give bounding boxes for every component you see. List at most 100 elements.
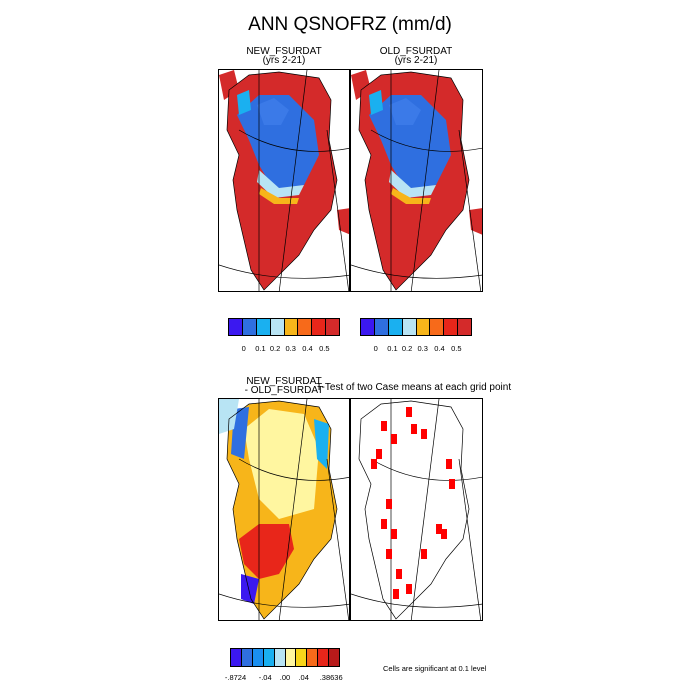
panel-2-title: OLD_FSURDAT (yrs 2-21): [346, 46, 486, 66]
significant-cell: [381, 421, 387, 431]
colorbar-top-2-tick-label: 0.5: [451, 344, 462, 353]
margin-lightblue: [389, 170, 436, 198]
colorbar-top-2-ticks: 0 0.1 0.2 0.3 0.4 0.5: [360, 344, 472, 354]
canada-lightblue: [219, 399, 239, 434]
colorbar-diff-swatch-2: [252, 649, 264, 666]
latitude-line: [219, 593, 349, 608]
colorbar-top-1-swatch-4: [284, 319, 299, 335]
colorbar-top-2-swatch-6: [444, 319, 459, 335]
significant-cell: [411, 424, 417, 434]
coast-cyan: [369, 90, 383, 115]
colorbar-diff-tick-label: -.04: [258, 673, 272, 682]
margin-orange: [259, 188, 299, 204]
colorbar-top-1-swatch-5: [298, 319, 313, 335]
figure-title: ANN QSNOFRZ (mm/d): [248, 14, 452, 35]
greenland-outline: [226, 400, 338, 620]
canada-red: [351, 70, 371, 100]
colorbar-top-1: [228, 318, 340, 336]
longitude-line: [410, 70, 440, 291]
colorbar-diff-swatch-0: [231, 649, 242, 666]
colorbar-top-1-swatch-3: [270, 319, 285, 335]
colorbar-top-2-tick-label: 0.2: [401, 344, 413, 353]
significant-cell: [396, 569, 402, 579]
significant-cell: [371, 459, 377, 469]
colorbar-top-1-swatch-7: [326, 319, 339, 335]
panel-3-title-main: NEW_FSURDAT: [246, 376, 322, 387]
interior-blue-field: [369, 95, 451, 190]
significant-cell: [386, 499, 392, 509]
colorbar-diff-tick-label: .00: [279, 673, 291, 682]
colorbar-top-1-swatch-6: [312, 319, 327, 335]
colorbar-diff-tick-label: .04: [298, 673, 309, 682]
map-panel-ttest: [350, 398, 483, 621]
colorbar-top-1-swatch-2: [256, 319, 271, 335]
greenland-outline: [226, 71, 338, 291]
colorbar-diff-swatch-6: [296, 649, 308, 666]
panel-4-title: T-Test of two Case means at each grid po…: [316, 382, 512, 393]
interior-blue-core: [389, 98, 421, 125]
colorbar-top-2-swatch-3: [402, 319, 417, 335]
longitude-line: [326, 129, 349, 291]
colorbar-top-2-tick-label: 0.1: [387, 344, 398, 353]
colorbar-top-1-tick-label: 0.5: [319, 344, 330, 353]
significant-cell: [449, 479, 455, 489]
longitude-line: [326, 458, 349, 620]
colorbar-top-2-swatch-1: [374, 319, 389, 335]
significant-cell: [381, 519, 387, 529]
greenland-outline: [358, 400, 470, 620]
colorbar-diff-tick-label: -.8724: [224, 673, 247, 682]
significant-cell: [393, 589, 399, 599]
map-ttest-svg: [351, 399, 482, 620]
colorbar-diff: [230, 648, 340, 667]
significant-cell: [376, 449, 382, 459]
colorbar-diff-swatch-1: [241, 649, 253, 666]
colorbar-top-1-swatch-0: [229, 319, 243, 335]
iceland-red: [337, 208, 349, 235]
map-panel-old: [350, 69, 483, 292]
panel-2-title-sub: (yrs 2-21): [394, 55, 438, 66]
latitude-line: [370, 458, 482, 481]
latitude-line: [370, 129, 482, 152]
panel-3-title-sub: - OLD_FSURDAT: [244, 385, 324, 396]
margin-orange: [391, 188, 431, 204]
latitude-line: [238, 129, 349, 152]
interior-blue-field: [237, 95, 319, 190]
map-panel-diff: [218, 398, 350, 621]
significant-cell: [421, 429, 427, 439]
map-old-svg: [351, 70, 482, 291]
colorbar-top-2-swatch-0: [361, 319, 375, 335]
significant-cell: [391, 434, 397, 444]
interior-blue-core: [257, 98, 289, 125]
interior-yellow-field: [244, 409, 319, 519]
panel-1-title-main: NEW_FSURDAT: [246, 46, 322, 57]
panel-2-title-main: OLD_FSURDAT: [379, 46, 453, 57]
colorbar-diff-swatch-4: [274, 649, 286, 666]
colorbar-diff-swatch-8: [318, 649, 330, 666]
longitude-line: [410, 399, 440, 620]
east-cyan: [314, 419, 329, 469]
significant-cell: [391, 529, 397, 539]
colorbar-top-1-tick-label: 0: [241, 344, 246, 353]
longitude-line: [458, 129, 482, 291]
colorbar-top-2-swatch-7: [458, 319, 471, 335]
latitude-line: [219, 264, 349, 279]
panel-1-title: NEW_FSURDAT (yrs 2-21): [214, 46, 354, 66]
south-red: [239, 524, 294, 579]
colorbar-top-2-tick-label: 0.3: [417, 344, 428, 353]
significant-cell: [446, 459, 452, 469]
map-panel-new: [218, 69, 350, 292]
greenland-outline: [358, 71, 470, 291]
colorbar-diff-swatch-9: [329, 649, 340, 666]
colorbar-diff-ticks: -.8724 -.04 .00 .04 .38636: [225, 673, 343, 683]
south-blue: [241, 574, 259, 604]
colorbar-top-1-tick-label: 0.1: [255, 344, 266, 353]
latitude-line: [351, 593, 482, 608]
colorbar-diff-swatch-7: [307, 649, 319, 666]
panel-3-title: NEW_FSURDAT - OLD_FSURDAT: [214, 376, 354, 396]
colorbar-top-1-ticks: 0 0.1 0.2 0.3 0.4 0.5: [228, 344, 340, 354]
colorbar-top-1-tick-label: 0.3: [285, 344, 296, 353]
panel-1-title-sub: (yrs 2-21): [262, 55, 306, 66]
map-diff-svg: [219, 399, 349, 620]
significant-cell: [441, 529, 447, 539]
colorbar-top-2-tick-label: 0: [373, 344, 378, 353]
